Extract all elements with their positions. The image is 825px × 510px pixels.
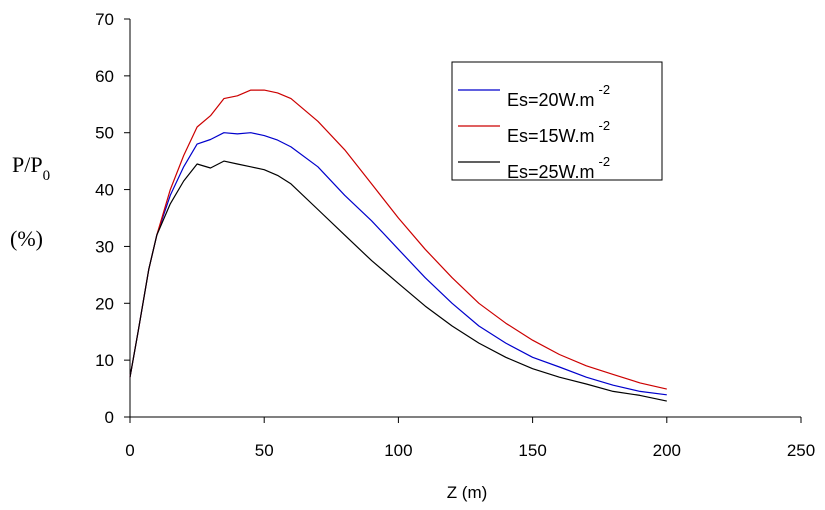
x-tick-label: 200	[653, 441, 681, 460]
series-line	[129, 132, 667, 396]
y-axis-label-sub: 0	[43, 168, 51, 184]
svg-text:P/P0: P/P0	[12, 152, 50, 184]
y-tick-label: 40	[95, 181, 114, 200]
y-tick-label: 30	[95, 237, 114, 256]
x-axis-label: Z (m)	[447, 483, 488, 502]
y-tick-label: 20	[95, 294, 114, 313]
series-line	[129, 160, 667, 402]
x-tick-label: 50	[255, 441, 274, 460]
y-tick-label: 50	[95, 124, 114, 143]
legend-label-superscript: -2	[599, 82, 611, 97]
plot-area	[129, 89, 667, 402]
y-tick-label: 10	[95, 351, 114, 370]
legend-label-superscript: -2	[599, 154, 611, 169]
y-axis-label-main: P/P	[12, 152, 43, 177]
series-line	[129, 89, 667, 390]
legend-box	[451, 61, 663, 181]
y-tick-label: 70	[95, 10, 114, 29]
y-tick-label: 0	[105, 408, 114, 427]
y-tick-label: 60	[95, 67, 114, 86]
y-axis-unit: (%)	[10, 226, 43, 251]
x-tick-label: 0	[125, 441, 134, 460]
y-axis-label: P/P0 (%)	[10, 152, 50, 251]
axes	[124, 18, 802, 423]
legend-label-superscript: -2	[599, 118, 611, 133]
x-tick-label: 150	[518, 441, 546, 460]
legend: Es=20W.m-2Es=15W.m-2Es=25W.m-2	[451, 61, 663, 182]
x-tick-label: 100	[384, 441, 412, 460]
x-tick-label: 250	[787, 441, 815, 460]
tick-labels: 0 50 100 150 200 250 0 10 20 30 40 50 60 70	[95, 10, 815, 460]
